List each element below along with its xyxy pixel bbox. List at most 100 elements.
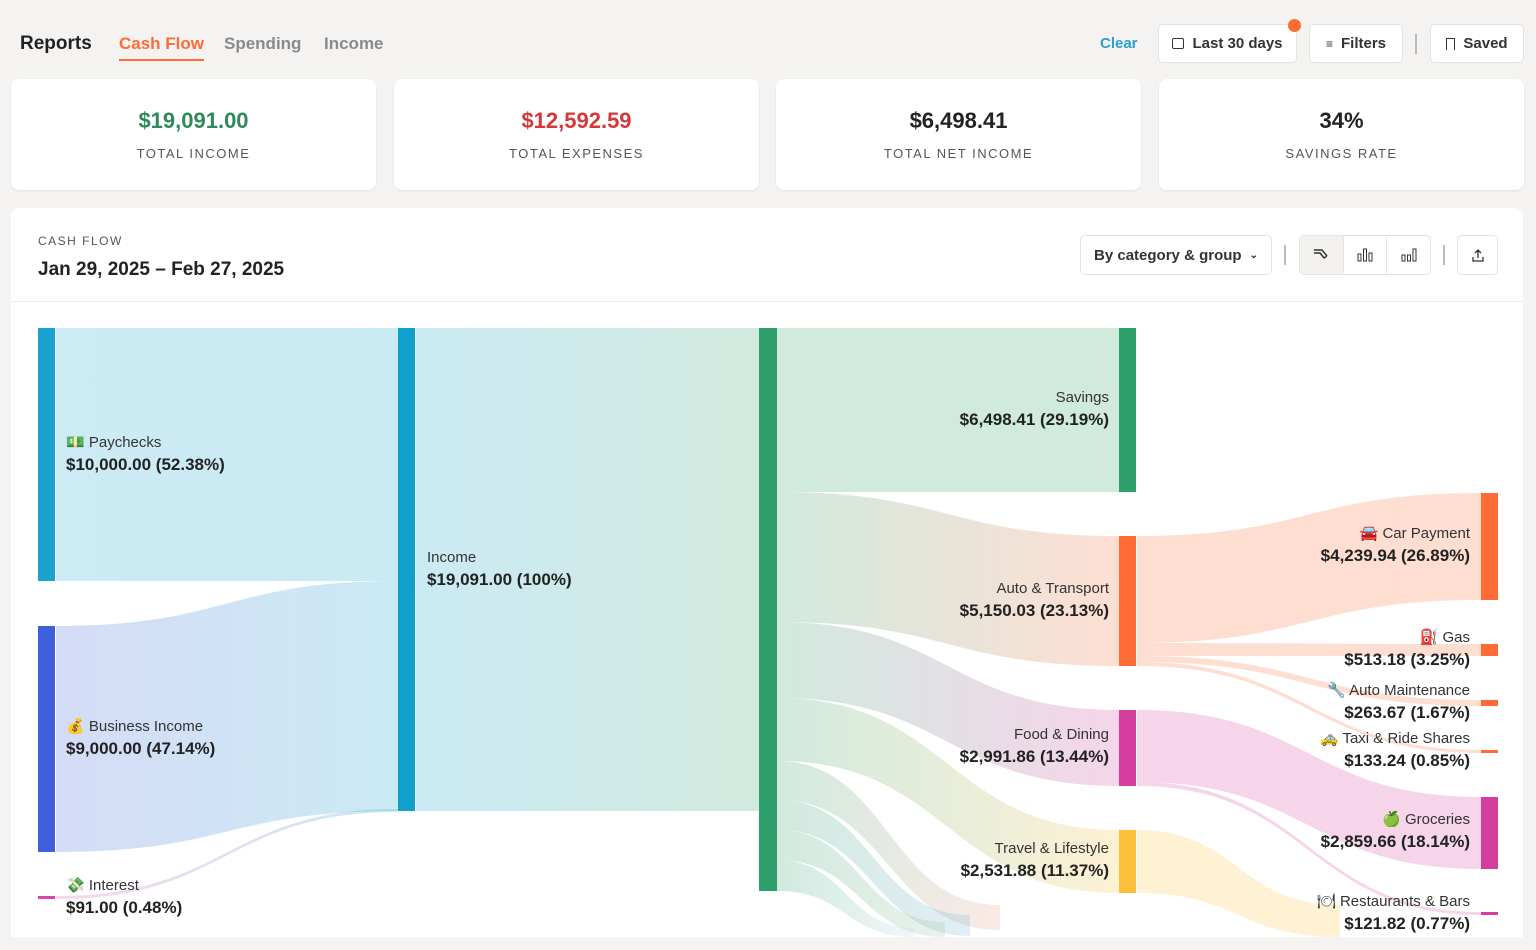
node-gas[interactable] xyxy=(1481,644,1498,656)
node-amount: $91.00 (0.48%) xyxy=(66,898,183,917)
summary-card-savings-rate: 34% SAVINGS RATE xyxy=(1159,79,1524,190)
link-groceries xyxy=(1137,710,1481,869)
node-name: Food & Dining xyxy=(1013,726,1109,743)
bookmark-icon xyxy=(1446,37,1456,50)
link-travel-other xyxy=(1137,830,1340,937)
node-income[interactable] xyxy=(398,328,415,811)
node-name: Car Payment xyxy=(1382,525,1470,542)
category-emoji-icon: 🍏 xyxy=(1382,811,1401,828)
filter-icon: ≡ xyxy=(1325,36,1333,51)
node-paychecks[interactable] xyxy=(38,328,55,581)
label-travel: Travel & Lifestyle $2,531.88 (11.37%) xyxy=(961,838,1109,882)
node-amount: $2,859.66 (18.14%) xyxy=(1320,832,1470,851)
filters-button[interactable]: ≡ Filters xyxy=(1309,24,1403,63)
node-name: Savings xyxy=(1055,389,1109,406)
node-name: Travel & Lifestyle xyxy=(994,840,1110,857)
category-emoji-icon: 💰 xyxy=(66,718,85,735)
category-emoji-icon: 💸 xyxy=(66,877,85,894)
category-emoji-icon: 🚘 xyxy=(1359,525,1379,542)
link-other-expense xyxy=(777,761,1000,930)
category-emoji-icon: 🔧 xyxy=(1327,682,1346,699)
label-income: Income $19,091.00 (100%) xyxy=(427,547,572,591)
saved-button[interactable]: Saved xyxy=(1430,24,1524,63)
tab-income[interactable]: Income xyxy=(324,34,384,53)
node-amount: $133.24 (0.85%) xyxy=(1344,751,1470,770)
tab-spending[interactable]: Spending xyxy=(224,34,302,53)
category-emoji-icon: ⛽ xyxy=(1419,629,1439,646)
link-other-expense xyxy=(777,830,945,937)
node-interest[interactable] xyxy=(38,896,55,899)
node-food[interactable] xyxy=(1119,710,1136,786)
node-amount: $513.18 (3.25%) xyxy=(1344,650,1470,669)
calendar-icon xyxy=(1172,38,1185,49)
card-label: TOTAL INCOME xyxy=(136,146,251,161)
share-icon xyxy=(1471,248,1484,262)
node-amount: $6,498.41 (29.19%) xyxy=(959,410,1109,429)
filters-label: Filters xyxy=(1341,35,1387,52)
page-title: Reports xyxy=(20,33,92,54)
node-cash[interactable] xyxy=(759,328,777,891)
node-groceries[interactable] xyxy=(1481,797,1498,869)
label-gas: ⛽ Gas $513.18 (3.25%) xyxy=(1344,627,1470,671)
date-range-label: Last 30 days xyxy=(1192,35,1283,52)
link-travel xyxy=(777,698,1119,893)
card-label: SAVINGS RATE xyxy=(1285,146,1398,161)
node-amount: $2,991.86 (13.44%) xyxy=(959,747,1109,766)
sankey-icon[interactable] xyxy=(1300,236,1344,274)
node-name: Income xyxy=(427,549,477,566)
summary-card-income: $19,091.00 TOTAL INCOME xyxy=(11,79,376,190)
summary-card-net-income: $6,498.41 TOTAL NET INCOME xyxy=(776,79,1141,190)
node-amount: $263.67 (1.67%) xyxy=(1344,703,1470,722)
divider xyxy=(11,301,1523,302)
node-name: Gas xyxy=(1442,629,1470,646)
node-name: Restaurants & Bars xyxy=(1339,893,1470,910)
node-travel[interactable] xyxy=(1119,830,1136,893)
label-business: 💰 Business Income $9,000.00 (47.14%) xyxy=(66,716,215,760)
category-emoji-icon: 🚕 xyxy=(1319,730,1339,747)
node-name: Interest xyxy=(88,877,139,894)
node-taxi[interactable] xyxy=(1481,750,1498,753)
link-paychecks-income xyxy=(56,328,398,581)
link-savings xyxy=(777,328,1119,492)
link-other-expense xyxy=(777,860,915,937)
summary-card-expenses: $12,592.59 TOTAL EXPENSES xyxy=(394,79,759,190)
node-name: Paychecks xyxy=(88,434,162,451)
node-business[interactable] xyxy=(38,626,55,852)
label-taxi: 🚕 Taxi & Ride Shares $133.24 (0.85%) xyxy=(1320,728,1470,772)
label-restaurants: 🍽 Restaurants & Bars $121.82 (0.77%) xyxy=(1317,891,1470,935)
date-range-button[interactable]: Last 30 days xyxy=(1158,24,1297,63)
label-maint: 🔧 Auto Maintenance $263.67 (1.67%) xyxy=(1327,680,1470,724)
node-savings[interactable] xyxy=(1119,328,1136,492)
card-label: TOTAL NET INCOME xyxy=(883,146,1034,161)
card-value: $6,498.41 xyxy=(909,108,1008,133)
link-other-expense xyxy=(777,800,970,936)
node-amount: $5,150.03 (23.13%) xyxy=(959,601,1109,620)
node-auto[interactable] xyxy=(1119,536,1136,666)
node-name: Auto Maintenance xyxy=(1349,682,1470,699)
panel-title: CASH FLOW xyxy=(38,234,123,248)
node-restaurants[interactable] xyxy=(1481,912,1498,915)
link-business-income xyxy=(56,581,398,852)
link-auto xyxy=(777,492,1119,666)
link-taxi xyxy=(1137,662,1481,753)
category-emoji-icon: 🍽 xyxy=(1316,893,1336,910)
divider xyxy=(1284,245,1286,265)
chevron-down-icon: ⌄ xyxy=(1249,249,1258,261)
node-name: Auto & Transport xyxy=(996,580,1109,597)
node-amount: $19,091.00 (100%) xyxy=(427,570,572,589)
category-emoji-icon: 💵 xyxy=(66,434,85,451)
label-groceries: 🍏 Groceries $2,859.66 (18.14%) xyxy=(1321,809,1470,853)
node-car[interactable] xyxy=(1481,493,1498,600)
tab-cash-flow[interactable]: Cash Flow xyxy=(119,34,205,61)
node-name: Business Income xyxy=(88,718,204,735)
clear-button[interactable]: Clear xyxy=(1100,35,1138,52)
node-amount: $121.82 (0.77%) xyxy=(1344,914,1470,933)
node-maint[interactable] xyxy=(1481,700,1498,706)
group-by-select[interactable]: By category & group ⌄ xyxy=(1080,235,1272,275)
divider xyxy=(1443,245,1445,265)
export-button[interactable] xyxy=(1457,235,1498,275)
label-car: 🚘 Car Payment $4,239.94 (26.89%) xyxy=(1321,523,1470,567)
stacked-bar-icon[interactable] xyxy=(1387,236,1430,274)
bar-chart-icon[interactable] xyxy=(1344,236,1388,274)
